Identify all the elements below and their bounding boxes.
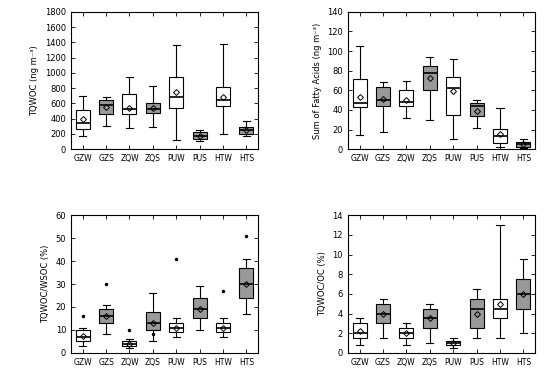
PathPatch shape (400, 90, 413, 106)
PathPatch shape (400, 328, 413, 338)
PathPatch shape (470, 103, 484, 116)
PathPatch shape (517, 142, 530, 147)
Y-axis label: TQWOC/OC (%): TQWOC/OC (%) (318, 252, 327, 316)
PathPatch shape (122, 341, 136, 346)
PathPatch shape (239, 268, 253, 298)
PathPatch shape (353, 78, 367, 107)
PathPatch shape (169, 77, 183, 108)
Y-axis label: TQWOC (ng m⁻³): TQWOC (ng m⁻³) (31, 45, 39, 116)
PathPatch shape (376, 304, 390, 323)
PathPatch shape (239, 127, 253, 134)
PathPatch shape (423, 309, 437, 328)
PathPatch shape (146, 312, 160, 330)
PathPatch shape (423, 66, 437, 90)
PathPatch shape (169, 323, 183, 332)
PathPatch shape (446, 76, 460, 115)
PathPatch shape (122, 94, 136, 114)
PathPatch shape (470, 299, 484, 328)
PathPatch shape (493, 299, 507, 318)
PathPatch shape (216, 87, 230, 106)
PathPatch shape (193, 298, 206, 318)
PathPatch shape (146, 103, 160, 113)
PathPatch shape (76, 330, 90, 341)
PathPatch shape (446, 341, 460, 345)
PathPatch shape (99, 309, 113, 323)
Y-axis label: TQWOC/WSOC (%): TQWOC/WSOC (%) (41, 245, 50, 323)
PathPatch shape (376, 87, 390, 106)
PathPatch shape (76, 109, 90, 129)
PathPatch shape (99, 100, 113, 114)
PathPatch shape (517, 279, 530, 309)
Y-axis label: Sum of Fatty Acids (ng m⁻³): Sum of Fatty Acids (ng m⁻³) (313, 22, 322, 139)
PathPatch shape (216, 323, 230, 332)
PathPatch shape (493, 129, 507, 143)
PathPatch shape (353, 323, 367, 338)
PathPatch shape (193, 132, 206, 139)
